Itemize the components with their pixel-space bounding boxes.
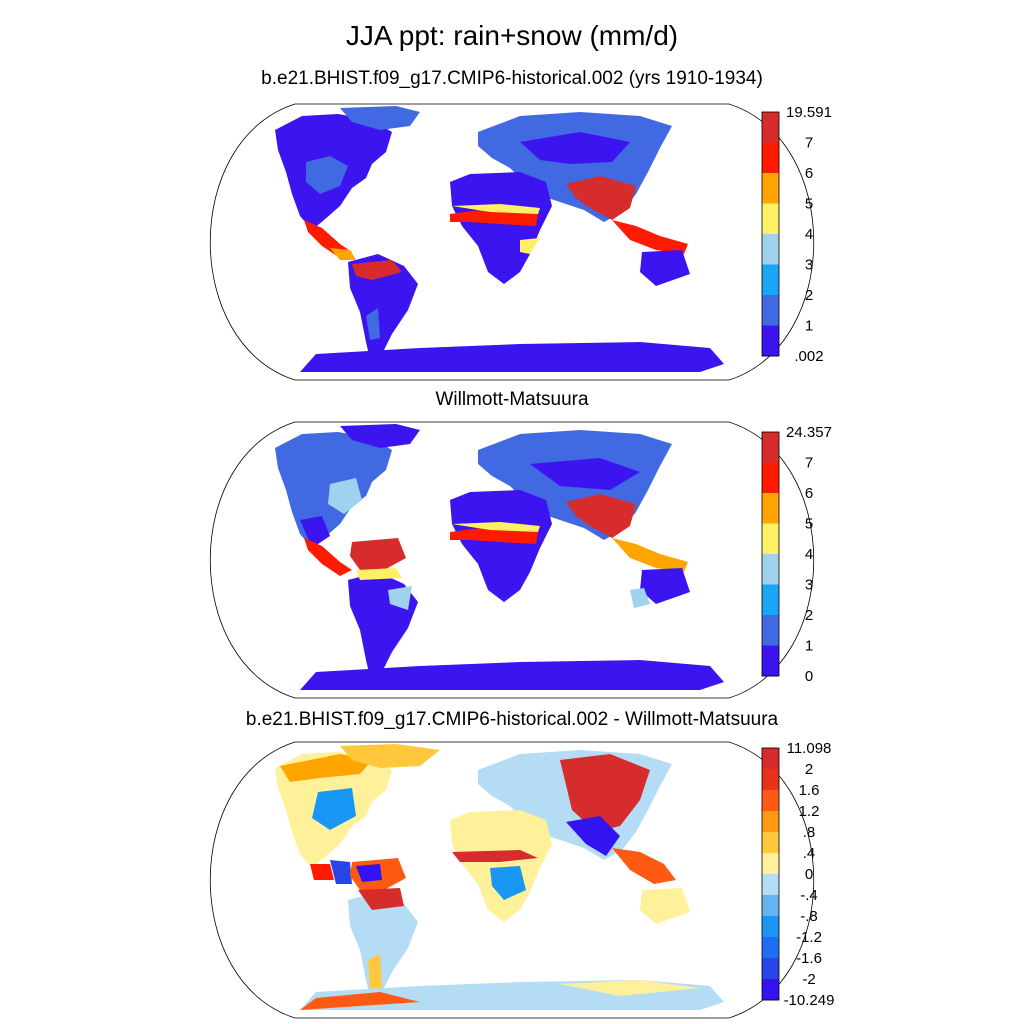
colorbar-swatch [762,958,779,980]
colorbar-swatch [762,811,779,833]
land-mass-antarctica [300,980,724,1010]
colorbar-swatch [762,748,779,770]
panel-1-title: b.e21.BHIST.f09_g17.CMIP6-historical.002… [261,68,763,89]
colorbar-tick-label: 6 [805,165,813,182]
colorbar-swatch [762,916,779,938]
colorbar-swatch [762,203,779,235]
colorbar-swatch [762,462,779,494]
colorbar-tick-label: 3 [805,577,813,594]
colorbar-swatch [762,874,779,896]
colorbar-tick-label: -.8 [800,908,818,925]
colorbar-swatch [762,790,779,812]
land-mass-eurasia-africa [450,112,690,286]
colorbar-tick-label: 5 [805,516,813,533]
colorbar-tick-label: 4 [805,546,813,563]
colorbar-swatch [762,615,779,646]
map-1 [209,103,815,381]
colorbar-tick-label: 1 [805,318,813,335]
colorbar-swatch [762,112,779,143]
colorbar-swatch [762,432,779,463]
colorbar-swatch [762,295,779,326]
colorbar-swatch [762,493,779,524]
colorbar-tick-label: .8 [803,824,816,841]
colorbar-swatch [762,325,779,357]
map-3 [209,741,815,1019]
colorbar-tick-label: -1.2 [796,929,822,946]
colorbar-swatch [762,645,779,677]
colorbar-tick-label: .4 [803,845,816,862]
colorbar-tick-label: -10.249 [784,992,835,1009]
colorbar-tick-label: -2 [802,971,815,988]
colorbar-tick-label: 1.6 [799,782,820,799]
colorbar-swatch [762,523,779,555]
panel-2-title: Willmott-Matsuura [435,389,589,410]
colorbar-swatch [762,264,779,296]
colorbar-tick-label: 0 [805,668,813,685]
colorbar-tick-label: 6 [805,485,813,502]
colorbar-tick-label: 1.2 [799,803,820,820]
colorbar-swatch [762,173,779,204]
colorbar-swatch [762,769,779,791]
land-mass-north-america [275,424,420,576]
colorbar-tick-label: 2 [805,761,813,778]
colorbar-frame [761,747,780,1001]
colorbar-swatch [762,853,779,875]
colorbar-tick-label: 0 [805,866,813,883]
colorbar-frame [761,111,780,357]
colorbar-swatch [762,142,779,174]
panel-1: 19.591 7 6 5 4 3 2 1 .002 [209,103,832,381]
land-mass-south-america [348,858,418,1006]
colorbar-1: 19.591 7 6 5 4 3 2 1 .002 [761,104,832,365]
colorbar-tick-label: 3 [805,257,813,274]
colorbar-swatch [762,895,779,917]
colorbar-tick-label: 2 [805,607,813,624]
colorbar-3: 11.098 2 1.6 1.2 .8 .4 0 -.4 -.8 -1.2 -1.6 -2 -10.24… [761,740,835,1009]
land-mass-north-america [275,106,420,260]
colorbar-tick-label: 5 [805,196,813,213]
colorbar-tick-label: 4 [805,226,813,243]
land-mass-antarctica [300,660,724,690]
colorbar-tick-label: 1 [805,638,813,655]
land-mass-south-america [348,254,418,368]
colorbar-swatch [762,234,779,265]
colorbar-swatch [762,554,779,585]
land-mass-eurasia-africa [450,750,690,924]
colorbar-2: 24.357 7 6 5 4 3 2 1 0 [761,424,832,685]
land-mass-south-america [348,538,418,686]
colorbar-swatch [762,937,779,959]
colorbar-tick-label: .002 [794,348,823,365]
colorbar-tick-label: 11.098 [787,740,832,757]
colorbar-tick-label: 24.357 [786,424,832,441]
panel-3: 11.098 2 1.6 1.2 .8 .4 0 -.4 -.8 -1.2 -1.6 -2 -10.24… [209,740,835,1019]
colorbar-tick-label: -.4 [800,887,818,904]
panel-3-title: b.e21.BHIST.f09_g17.CMIP6-historical.002… [245,709,779,730]
colorbar-swatch [762,832,779,854]
colorbar-tick-label: -1.6 [796,950,822,967]
colorbar-frame [761,431,780,677]
colorbar-swatch [762,584,779,616]
colorbar-tick-label: 7 [805,135,813,152]
figure-title: JJA ppt: rain+snow (mm/d) [345,20,679,51]
colorbar-tick-label: 19.591 [786,104,832,121]
panel-2: 24.357 7 6 5 4 3 2 1 0 [209,421,832,699]
colorbar-tick-label: 7 [805,455,813,472]
land-mass-eurasia-africa [450,430,690,608]
map-2 [209,421,815,699]
colorbar-swatch [762,979,779,1001]
colorbar-tick-label: 2 [805,287,813,304]
land-mass-antarctica [300,342,724,372]
land-mass-north-america [275,744,440,884]
